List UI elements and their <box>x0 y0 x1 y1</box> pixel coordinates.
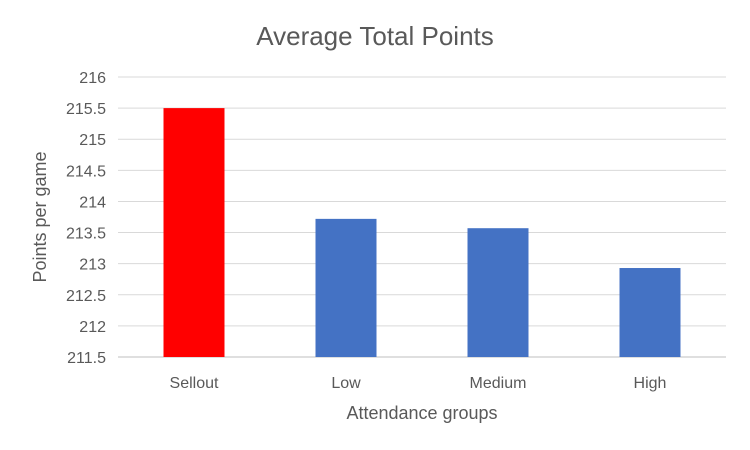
bar-low <box>315 218 377 357</box>
y-axis-ticks: 216 215.5 215 214.5 214 213.5 213 212.5 212 211.5 <box>66 70 106 367</box>
x-tick-label: High <box>634 375 667 392</box>
y-tick-label: 211.5 <box>67 350 106 367</box>
y-tick-label: 213 <box>79 257 106 274</box>
x-tick-label: Medium <box>470 375 527 392</box>
bar-high <box>619 268 681 357</box>
x-tick-label: Sellout <box>170 375 219 392</box>
y-tick-label: 215.5 <box>66 101 106 118</box>
chart-title: Average Total Points <box>256 21 494 51</box>
x-tick-label: Low <box>331 375 361 392</box>
x-axis-label: Attendance groups <box>346 403 497 423</box>
bar-medium <box>467 228 529 357</box>
y-axis-label: Points per game <box>30 151 50 282</box>
bars <box>163 108 681 357</box>
y-tick-label: 216 <box>79 70 106 87</box>
bar-sellout <box>163 108 225 357</box>
y-tick-label: 212.5 <box>66 288 106 305</box>
y-tick-label: 215 <box>79 132 106 149</box>
y-tick-label: 212 <box>79 319 106 336</box>
x-axis-ticks: Sellout Low Medium High <box>170 375 667 392</box>
y-tick-label: 214 <box>79 194 106 211</box>
y-tick-label: 214.5 <box>66 163 106 180</box>
y-tick-label: 213.5 <box>66 226 106 243</box>
